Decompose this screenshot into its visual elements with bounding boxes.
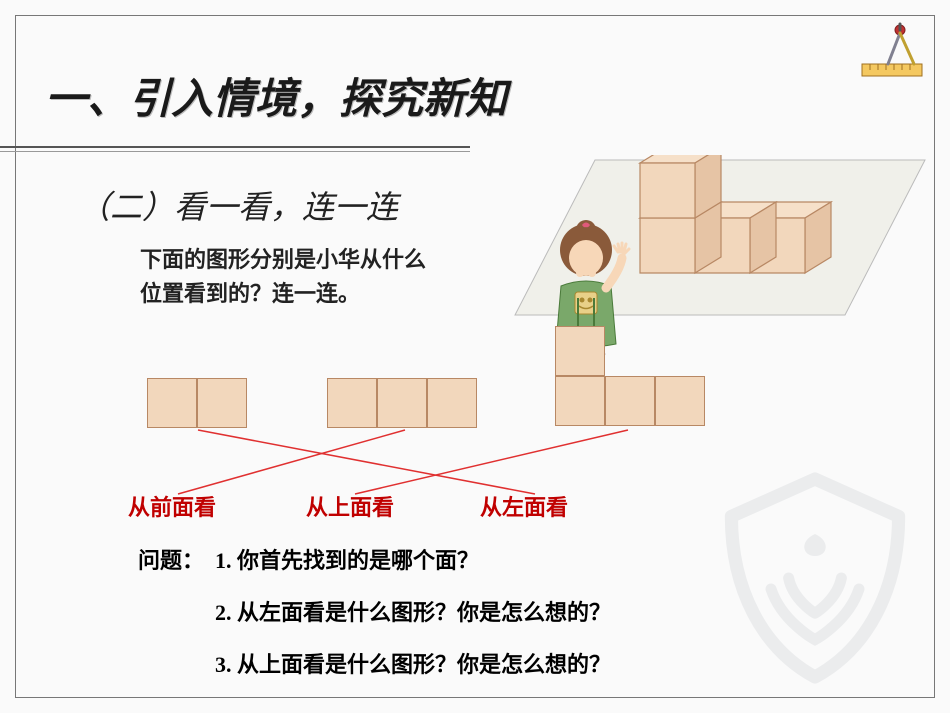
question-1: 1. 你首先找到的是哪个面？ — [215, 543, 479, 575]
label-front: 从前面看 — [128, 490, 216, 522]
cube-arrangement-3d — [610, 155, 910, 295]
section-subtitle: （二）看一看，连一连 — [78, 182, 398, 228]
question-prefix: 问题： — [138, 543, 204, 575]
view-cell — [377, 378, 427, 428]
label-top: 从上面看 — [306, 490, 394, 522]
view-cell — [327, 378, 377, 428]
label-left: 从左面看 — [480, 490, 568, 522]
watermark-logo — [705, 468, 925, 688]
question-3: 3. 从上面看是什么图形？你是怎么想的？ — [215, 647, 611, 679]
view-cell — [427, 378, 477, 428]
view-cell — [605, 376, 655, 426]
instruction-line-1: 下面的图形分别是小华从什么 — [140, 247, 426, 272]
question-2: 2. 从左面看是什么图形？你是怎么想的？ — [215, 595, 611, 627]
title-underline — [0, 146, 470, 152]
view-cell — [655, 376, 705, 426]
compass-ruler-icon — [860, 20, 930, 80]
instruction-line-2: 位置看到的？连一连。 — [140, 281, 360, 306]
view-cell — [147, 378, 197, 428]
main-title: 一、引入情境，探究新知 — [45, 65, 507, 126]
instruction-text: 下面的图形分别是小华从什么 位置看到的？连一连。 — [140, 243, 426, 311]
view-cell — [197, 378, 247, 428]
view-cell — [555, 376, 605, 426]
view-cell — [555, 326, 605, 376]
